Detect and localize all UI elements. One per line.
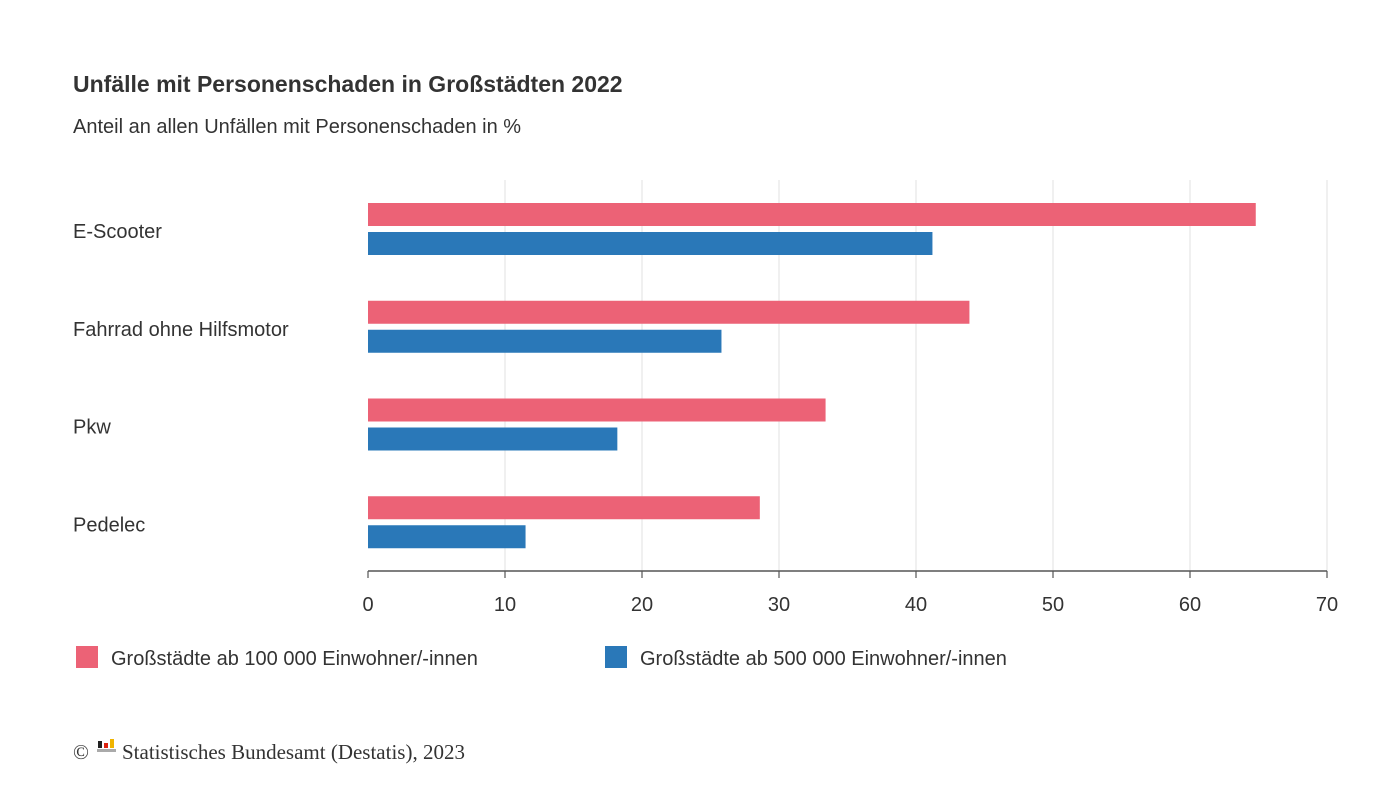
category-labels: E-Scooter Fahrrad ohne Hilfsmotor Pkw Pedel… [73,221,289,536]
bar-500k [368,232,933,255]
bar-500k [368,525,526,549]
x-tick-label: 0 [362,594,373,616]
bar-100k [368,398,826,422]
bar-100k [368,496,760,520]
x-ticks: 0 10 20 30 40 50 60 70 [362,571,1338,616]
category-label: Fahrrad ohne Hilfsmotor [73,319,289,341]
destatis-logo-icon [97,739,116,752]
x-tick-label: 70 [1316,594,1338,616]
bar-500k [368,329,722,353]
legend-label-500k: Großstädte ab 500 000 Einwohner/-innen [640,648,1007,670]
legend-swatch-500k [605,646,627,668]
copyright-symbol: © [73,740,89,764]
source-text: Statistisches Bundesamt (Destatis), 2023 [122,740,465,764]
chart-title: Unfälle mit Personenschaden in Großstädt… [73,71,623,97]
bar-100k [368,203,1256,226]
x-tick-label: 30 [768,594,790,616]
bar-500k [368,427,618,451]
legend-swatch-100k [76,646,98,668]
x-tick-label: 20 [631,594,653,616]
bar-100k [368,300,970,324]
legend-label-100k: Großstädte ab 100 000 Einwohner/-innen [111,648,478,670]
category-label: E-Scooter [73,221,162,243]
x-tick-label: 50 [1042,594,1064,616]
source-note: © Statistisches Bundesamt (Destatis), 20… [73,739,465,764]
category-label: Pkw [73,417,111,439]
x-tick-label: 40 [905,594,927,616]
legend: Großstädte ab 100 000 Einwohner/-innen G… [76,646,1007,670]
chart-subtitle: Anteil an allen Unfällen mit Personensch… [73,116,521,138]
x-tick-label: 10 [494,594,516,616]
bars [368,203,1256,549]
x-tick-label: 60 [1179,594,1201,616]
category-label: Pedelec [73,514,145,536]
